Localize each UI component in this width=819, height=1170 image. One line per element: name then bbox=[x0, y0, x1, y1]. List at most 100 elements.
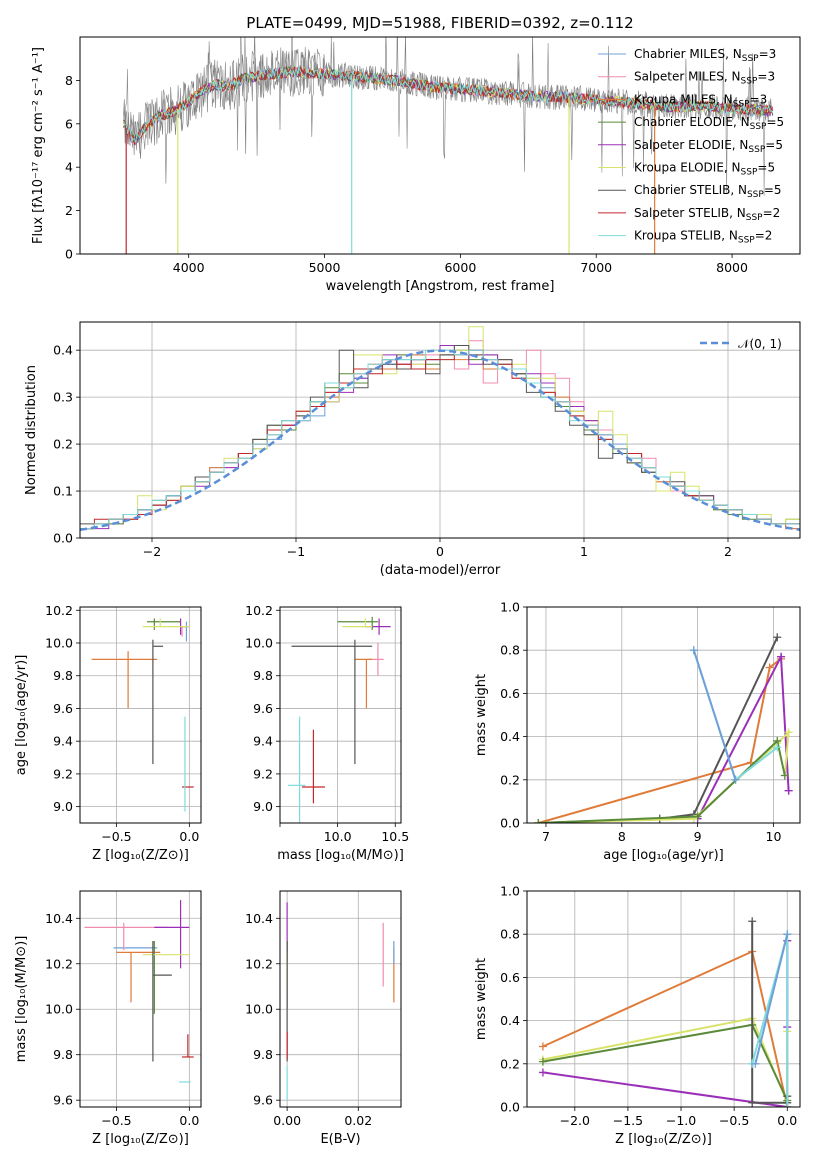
plot-area bbox=[123, 37, 774, 254]
mass-weight-marker bbox=[693, 812, 702, 821]
mass-weight-marker bbox=[538, 1068, 547, 1077]
mass-weight-marker bbox=[783, 1103, 792, 1107]
y-tick-label: 0.0 bbox=[500, 1100, 520, 1115]
panel-age-vs-mass: 10.0 10.5 9.0 9.2 9.4 9.6 9.8 10.0 10.2 mass [log… bbox=[245, 603, 409, 863]
axes-frame bbox=[79, 321, 801, 539]
y-tick-label: 0.2 bbox=[500, 772, 520, 787]
y-tick-label: 0.4 bbox=[500, 1013, 520, 1028]
y-axis-label: mass weight bbox=[474, 674, 489, 756]
axes-frame bbox=[526, 606, 801, 824]
y-tick-label: 0.4 bbox=[53, 343, 73, 358]
panel-weight-vs-age: 7 8 9 10 0.0 0.2 0.4 0.6 0.8 1.0 age [log₁₀(age/yr… bbox=[474, 600, 801, 863]
y-tick-label: 9.8 bbox=[53, 668, 73, 683]
mass-weight-marker bbox=[731, 775, 740, 784]
y-tick-label: 1.0 bbox=[500, 884, 520, 899]
y-tick-label: 10.0 bbox=[245, 1002, 273, 1017]
mass-weight-marker bbox=[780, 771, 789, 780]
y-tick-label: 10.2 bbox=[245, 956, 273, 971]
panel-spectrum: 4000 5000 6000 7000 8000 0 2 4 6 8 wavelength [Ang… bbox=[31, 36, 801, 294]
mass-weight-marker bbox=[765, 663, 774, 672]
residual-histogram bbox=[80, 349, 800, 530]
y-axis-label: mass weight bbox=[474, 958, 489, 1040]
panel-age-vs-z: −0.5 0.0 9.0 9.2 9.4 9.6 9.8 10.0 10.2 Z [log₁₀(Z… bbox=[14, 603, 202, 863]
y-axis-label: Flux [fλ10⁻¹⁷ erg cm⁻² s⁻¹ A⁻¹] bbox=[31, 47, 46, 244]
x-tick-label: 0.0 bbox=[179, 1113, 199, 1128]
x-tick-label: 7 bbox=[542, 829, 550, 844]
axes-frame bbox=[79, 36, 801, 255]
mass-weight-marker bbox=[783, 930, 792, 939]
legend-label: Chabrier ELODIE, NSSP=5 bbox=[634, 115, 784, 132]
x-tick-label: 5000 bbox=[309, 260, 341, 275]
y-tick-label: 9.6 bbox=[253, 701, 273, 716]
panels-group: 4000 5000 6000 7000 8000 0 2 4 6 8 wavelength [Ang… bbox=[14, 36, 801, 1147]
y-tick-label: 4 bbox=[65, 160, 73, 175]
mass-weight-marker bbox=[777, 652, 786, 661]
x-tick-label: 0.0 bbox=[777, 1113, 797, 1128]
y-tick-label: 9.2 bbox=[53, 766, 73, 781]
y-tick-label: 9.8 bbox=[253, 668, 273, 683]
x-tick-label: 4000 bbox=[173, 260, 205, 275]
mass-weight-marker bbox=[538, 1057, 547, 1066]
y-tick-label: 10.2 bbox=[45, 956, 73, 971]
y-tick-label: 0.1 bbox=[53, 484, 73, 499]
plot-area bbox=[80, 326, 800, 532]
mass-weight-marker bbox=[534, 819, 543, 823]
y-axis-label: age [log₁₀(age/yr)] bbox=[14, 655, 29, 776]
x-tick-label: −2.0 bbox=[560, 1113, 590, 1128]
axes-frame bbox=[79, 890, 202, 1108]
y-tick-label: 0.3 bbox=[53, 390, 73, 405]
x-tick-label: −1.5 bbox=[613, 1113, 643, 1128]
x-tick-label: −2 bbox=[143, 544, 161, 559]
y-tick-label: 0.2 bbox=[500, 1056, 520, 1071]
y-tick-label: 0.8 bbox=[500, 643, 520, 658]
plot-area bbox=[534, 633, 793, 823]
plot-area bbox=[538, 917, 792, 1107]
y-tick-label: 0.6 bbox=[500, 970, 520, 985]
x-tick-label: 0.00 bbox=[273, 1113, 301, 1128]
y-tick-label: 0.8 bbox=[500, 927, 520, 942]
x-axis-label: age [log₁₀(age/yr)] bbox=[603, 848, 724, 863]
y-tick-label: 0.4 bbox=[500, 729, 520, 744]
x-tick-label: −0.5 bbox=[101, 829, 131, 844]
x-tick-label: 1 bbox=[580, 544, 588, 559]
legend-label: Kroupa ELODIE, NSSP=5 bbox=[634, 161, 775, 178]
plot-area bbox=[286, 902, 395, 1101]
x-tick-label: −1 bbox=[287, 544, 305, 559]
x-tick-label: 0.0 bbox=[179, 829, 199, 844]
y-tick-label: 9.6 bbox=[253, 1093, 273, 1108]
legend-label: Salpeter MILES, NSSP=3 bbox=[634, 70, 775, 87]
legend-label: Kroupa MILES, NSSP=3 bbox=[634, 92, 767, 109]
legend-label: Chabrier STELIB, NSSP=5 bbox=[634, 183, 782, 200]
mass-weight-marker bbox=[748, 1098, 757, 1107]
panel-residuals: −2 −1 0 1 2 0.0 0.1 0.2 0.3 0.4 (data-model)/error… bbox=[24, 321, 801, 578]
x-tick-label: 10.5 bbox=[381, 829, 409, 844]
y-tick-label: 8 bbox=[65, 73, 73, 88]
axes-frame bbox=[79, 606, 202, 824]
x-tick-label: 10.0 bbox=[324, 829, 352, 844]
x-tick-label: 2 bbox=[724, 544, 732, 559]
y-axis-label: Normed distribution bbox=[24, 365, 39, 495]
axes-frame bbox=[526, 890, 801, 1108]
legend-label: Salpeter STELIB, NSSP=2 bbox=[634, 206, 780, 223]
mass-weight-marker bbox=[773, 743, 782, 752]
y-tick-label: 10.4 bbox=[45, 911, 73, 926]
y-tick-label: 9.6 bbox=[53, 1093, 73, 1108]
x-axis-label: wavelength [Angstrom, rest frame] bbox=[326, 279, 555, 294]
y-tick-label: 10.2 bbox=[245, 603, 273, 618]
mass-weight-line bbox=[754, 933, 789, 1065]
y-tick-label: 9.8 bbox=[253, 1047, 273, 1062]
x-axis-label: E(B-V) bbox=[320, 1132, 360, 1147]
plot-area bbox=[288, 616, 391, 823]
x-tick-label: 8000 bbox=[716, 260, 748, 275]
x-tick-label: −1.0 bbox=[666, 1113, 696, 1128]
y-tick-label: 9.4 bbox=[53, 734, 73, 749]
y-tick-label: 10.4 bbox=[245, 911, 273, 926]
legend-label: Kroupa STELIB, NSSP=2 bbox=[634, 229, 772, 246]
y-tick-label: 9.6 bbox=[53, 701, 73, 716]
y-tick-label: 10.2 bbox=[45, 603, 73, 618]
y-tick-label: 9.0 bbox=[53, 799, 73, 814]
x-tick-label: 0 bbox=[436, 544, 444, 559]
spectrum-model-line bbox=[123, 65, 774, 146]
y-tick-label: 0 bbox=[65, 247, 73, 262]
